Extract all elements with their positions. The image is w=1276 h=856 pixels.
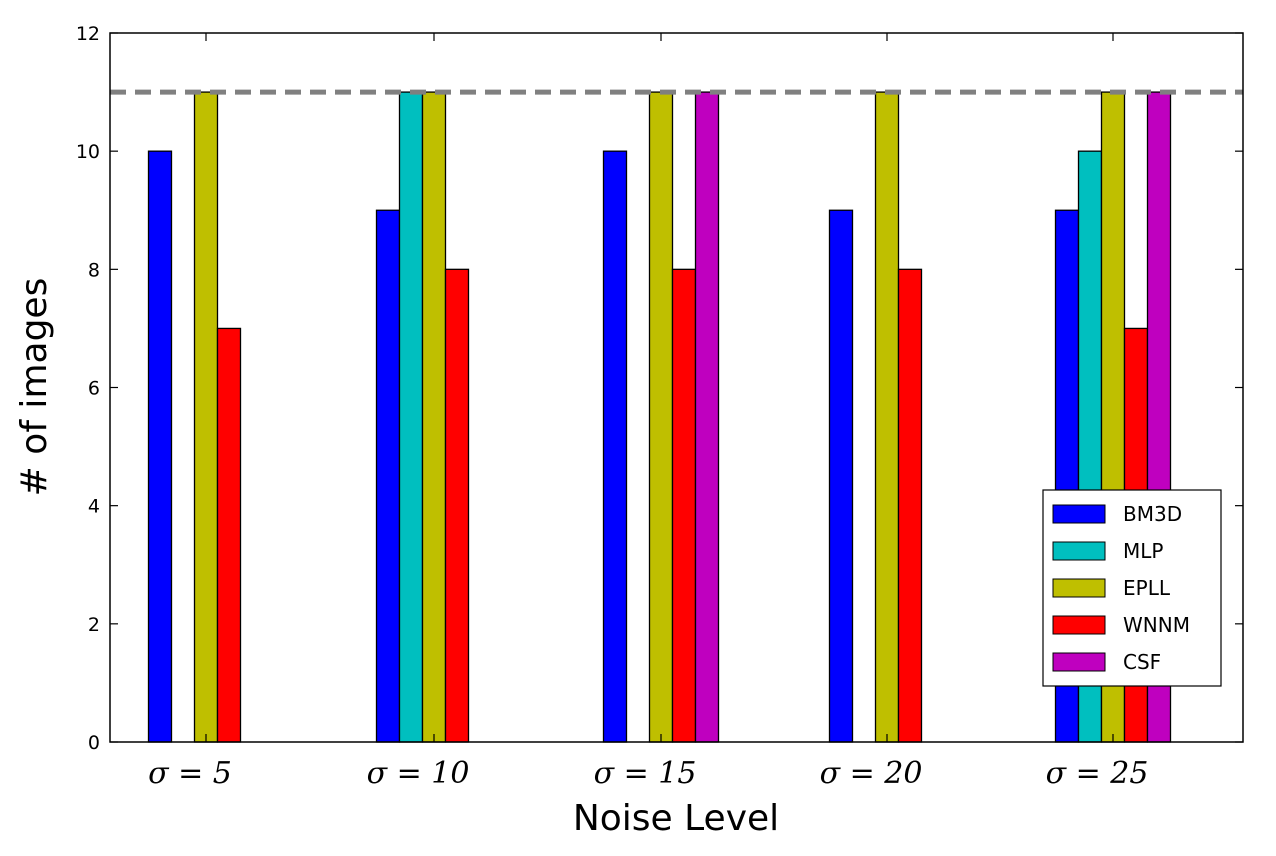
bar-wnnm-4: [897, 268, 923, 743]
x-tick-label: σ = 20: [820, 756, 923, 791]
legend-swatch-mlp: [1052, 541, 1106, 561]
legend-label-mlp: MLP: [1123, 539, 1163, 563]
bar-epll-1: [193, 91, 219, 743]
x-axis: σ = 5 σ = 10 σ = 15 σ = 20 σ = 25: [148, 33, 1148, 791]
bar-bm3d-1: [147, 150, 173, 743]
x-tick-label: σ = 5: [148, 756, 232, 791]
legend-swatch-bm3d: [1052, 504, 1106, 524]
x-tick-label: σ = 15: [594, 756, 697, 791]
bars-layer: [147, 91, 1172, 743]
bar-wnnm-1: [216, 327, 242, 743]
bar-wnnm-3: [671, 268, 697, 743]
bar-epll-4: [874, 91, 900, 743]
bar-epll-2: [421, 91, 447, 743]
bar-wnnm-2: [444, 268, 470, 743]
legend-swatch-wnnm: [1052, 615, 1106, 635]
x-tick-label: σ = 25: [1046, 756, 1149, 791]
y-tick-label: 2: [88, 614, 100, 636]
y-tick-label: 10: [76, 141, 100, 163]
bar-bm3d-2: [375, 209, 401, 743]
bar-bm3d-4: [828, 209, 854, 743]
y-tick-label: 0: [88, 732, 100, 754]
bar-bm3d-3: [602, 150, 628, 743]
bar-mlp-2: [398, 91, 424, 743]
y-tick-label: 12: [76, 23, 100, 45]
y-tick-label: 8: [88, 259, 100, 281]
x-axis-title: Noise Level: [573, 798, 779, 839]
legend-swatch-csf: [1052, 652, 1106, 672]
y-tick-label: 6: [88, 378, 100, 400]
legend-swatch-epll: [1052, 578, 1106, 598]
legend: BM3D MLP EPLL WNNM CSF: [1042, 489, 1222, 687]
bar-epll-3: [648, 91, 674, 743]
legend-label-epll: EPLL: [1123, 576, 1171, 600]
y-axis: 0 2 4 6 8 10 12: [76, 23, 1243, 754]
legend-label-csf: CSF: [1123, 650, 1161, 674]
x-tick-label: σ = 10: [367, 756, 470, 791]
y-axis-title: # of images: [14, 278, 55, 497]
bar-csf-3: [694, 91, 720, 743]
legend-label-wnnm: WNNM: [1123, 613, 1190, 637]
y-tick-label: 4: [88, 496, 100, 518]
legend-label-bm3d: BM3D: [1123, 502, 1182, 526]
